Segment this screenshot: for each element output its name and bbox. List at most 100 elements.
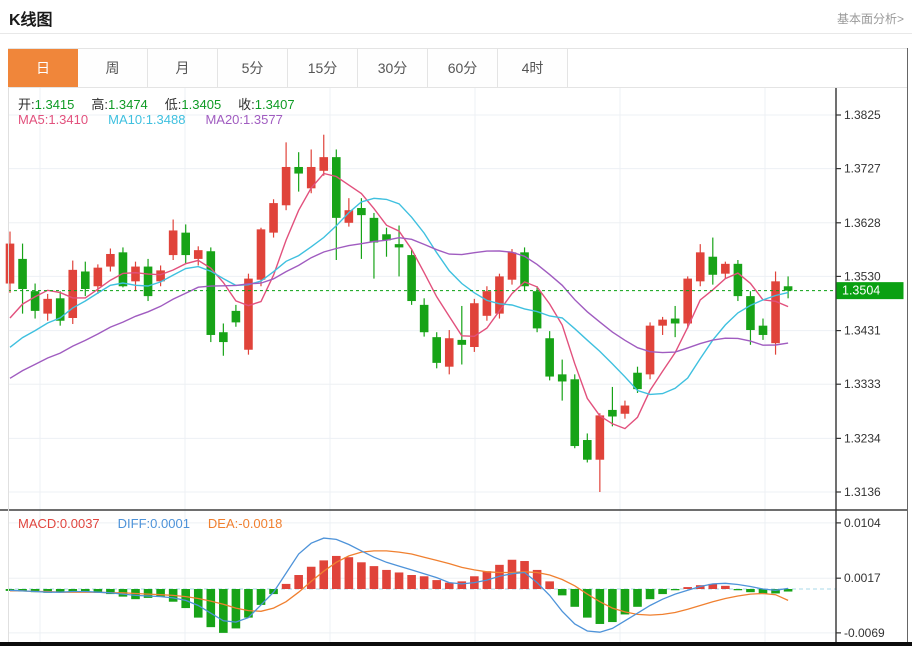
candle-body [520,252,529,287]
candle-body [382,234,391,241]
ohlc-item-0: 开:1.3415 [18,97,75,112]
dea-line [10,550,789,616]
candle-body [332,157,341,218]
interval-tab-bar: 日周月 5分 15分 30分 60分 4时 [8,48,908,88]
macd-hist-bar [721,585,730,589]
candle-body [620,405,630,414]
candle-body [783,286,793,291]
tab-interval-3[interactable]: 5分 [218,49,288,87]
macd-hist-bar [407,575,416,589]
price-axis-label: 1.3628 [844,216,881,230]
macd-hist-bar [306,566,316,589]
candle-body [244,278,253,350]
macd-item-1: DIFF:0.0001 [117,516,190,531]
macd-hist-bar [281,583,291,589]
macd-item-0: MACD:0.0037 [18,516,100,531]
candle-body [344,210,354,223]
candle-body [118,252,128,287]
candle-body [733,263,743,297]
candle-body [419,304,429,333]
macd-hist-bar [532,569,542,589]
page-title: K线图 [9,12,53,29]
macd-hist-bar [369,566,379,589]
macd-item-2: DEA:-0.0018 [207,516,283,531]
candle-body [168,230,178,256]
macd-hist-bar [382,569,391,589]
macd-hist-bar [545,581,554,589]
ma-item-2: MA20:1.3577 [205,112,283,127]
candle-body [721,263,730,274]
diff-line [9,537,789,633]
price-axis-label: 1.3136 [844,485,881,499]
candle-body [106,253,115,267]
macd-hist-bar [432,580,441,589]
macd-hist-bar [357,562,366,589]
bottom-border-bar [0,642,912,646]
candle-body [495,276,504,314]
macd-hist-bar [771,589,780,594]
macd-hist-bar [670,589,680,591]
macd-hist-bar [708,583,718,589]
macd-hist-bar [570,589,580,607]
candle-body [470,303,479,347]
ohlc-item-2: 低:1.3405 [164,97,222,112]
macd-hist-bar [344,557,354,589]
candle-body [595,415,605,460]
candle-body [319,157,329,171]
macd-hist-bar [557,589,567,596]
tab-interval-2[interactable]: 月 [148,49,218,87]
candle-body [746,296,755,331]
macd-hist-bar [394,572,404,589]
macd-hist-bar [419,576,429,589]
candle-body [645,325,655,375]
candle-body [281,166,291,206]
macd-hist-bar [783,589,793,592]
candle-body [658,319,667,326]
fundamental-analysis-link[interactable]: 基本面分析> [836,12,904,26]
candle-body [143,266,153,297]
candle-body [608,409,617,417]
candle-body [68,269,78,318]
candle-body [545,338,554,377]
price-axis-label: 1.3530 [844,269,881,283]
tab-interval-5[interactable]: 30分 [358,49,428,87]
ma-item-0: MA5:1.3410 [18,112,89,127]
candle-body [43,298,52,314]
candle-body [444,338,454,367]
candle-body [407,255,416,302]
candle-body [432,337,441,363]
candle-body [206,251,216,335]
macd-hist-bar [683,587,692,589]
macd-hist-bar [156,589,165,597]
candle-body [482,291,492,316]
ma10-line [9,197,789,396]
price-axis-label: 1.3431 [844,324,881,338]
candle-body [81,271,90,289]
candle-body [256,229,266,280]
tab-interval-0[interactable]: 日 [8,49,78,87]
candle-body [294,166,303,174]
tab-interval-4[interactable]: 15分 [288,49,358,87]
current-price-tag-value: 1.3504 [842,284,880,298]
candle-body [306,166,316,189]
candle-body [18,258,27,289]
macd-hist-bar [444,582,454,589]
tab-interval-6[interactable]: 60分 [428,49,498,87]
ma5-line [9,172,789,430]
tab-interval-1[interactable]: 周 [78,49,148,87]
ma20-line [9,236,789,379]
candle-body [633,372,642,390]
tab-interval-7[interactable]: 4时 [498,49,568,87]
macd-axis-label: 0.0104 [844,516,881,530]
macd-hist-bar [81,589,90,593]
candle-body [457,339,467,345]
price-axis-label: 1.3825 [844,108,881,122]
candle-body [30,291,40,311]
macd-hist-bar [93,589,103,593]
price-axis-label: 1.3333 [844,377,881,391]
candle-body [695,252,705,282]
macd-hist-bar [583,589,592,618]
candle-body [670,318,680,324]
macd-hist-bar [219,589,228,633]
